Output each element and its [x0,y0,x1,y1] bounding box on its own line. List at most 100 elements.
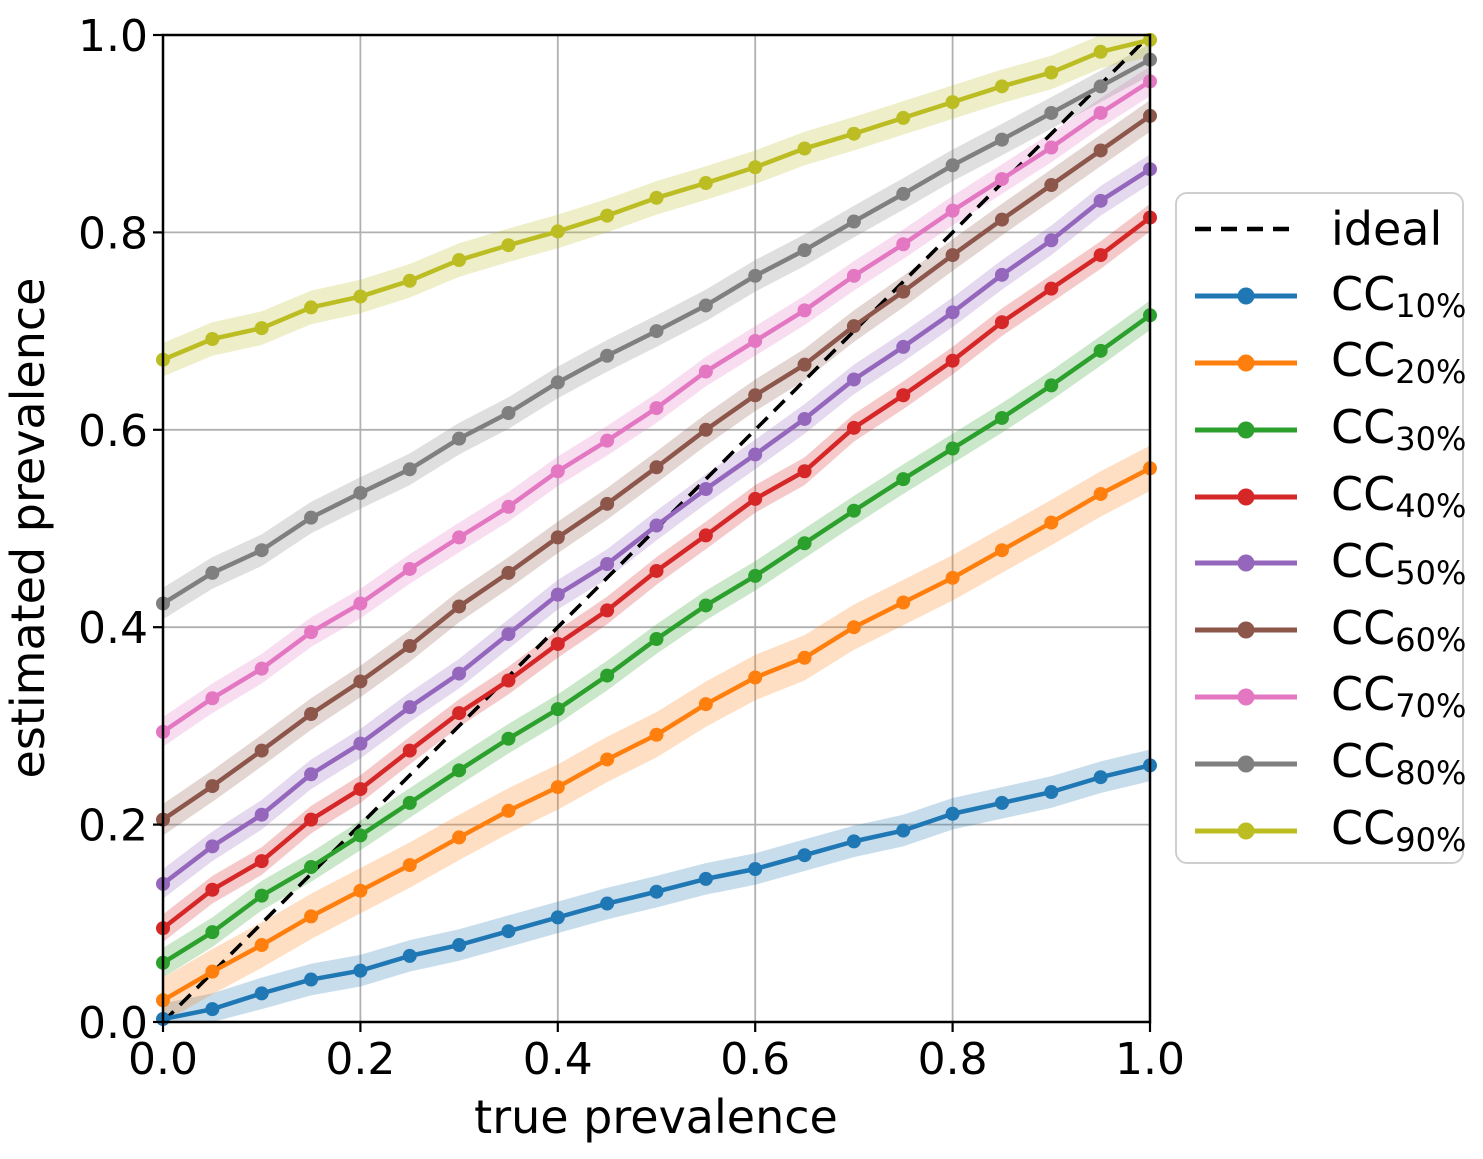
x-tick-label: 0.4 [523,1034,593,1085]
series-marker-cc-10pct [254,986,269,1001]
grid-layer [163,35,1150,1022]
legend-label-cc-90pct: CC90% [1331,801,1467,860]
y-tick-label: 0.2 [78,801,148,852]
series-marker-cc-70pct [797,303,812,318]
series-marker-cc-90pct [846,126,861,141]
series-marker-cc-20pct [748,670,763,685]
series-marker-cc-90pct [896,110,911,125]
series-marker-cc-50pct [402,700,417,715]
series-marker-cc-40pct [649,563,664,578]
legend-label-cc-30pct: CC30% [1331,400,1467,459]
series-marker-cc-60pct [254,743,269,758]
series-marker-cc-90pct [1093,44,1108,59]
series-marker-cc-80pct [994,132,1009,147]
series-marker-cc-10pct [550,910,565,925]
series-marker-cc-30pct [353,828,368,843]
series-marker-cc-20pct [797,650,812,665]
x-tick-label: 0.6 [720,1034,790,1085]
series-marker-cc-40pct [698,528,713,543]
axis-layer: 0.00.0 0.2 0.2 0.4 0.4 0.6 0.6 0.8 0.8 1.0 1.0 [78,11,1185,1085]
series-marker-cc-70pct [550,464,565,479]
series-marker-cc-20pct [896,595,911,610]
series-marker-cc-20pct [698,697,713,712]
legend-item-cc-50pct: CC50% [1191,530,1466,597]
series-marker-cc-70pct [254,661,269,676]
plot-border [161,33,1152,1024]
series-marker-cc-80pct [550,375,565,390]
series-marker-cc-30pct [304,860,319,875]
legend-sample-cc-20pct [1191,351,1301,375]
series-marker-cc-40pct [353,782,368,797]
series-marker-cc-60pct [846,319,861,334]
series-marker-cc-30pct [1093,343,1108,358]
series-marker-cc-80pct [1093,79,1108,94]
series-marker-cc-40pct [994,315,1009,330]
series-marker-cc-60pct [452,599,467,614]
series-marker-cc-30pct [649,632,664,647]
legend-label-cc-10pct: CC10% [1331,266,1467,325]
legend-item-cc-10pct: CC10% [1191,263,1466,330]
series-marker-cc-70pct [501,499,516,514]
series-marker-cc-90pct [600,208,615,223]
series-marker-cc-70pct [402,561,417,576]
series-marker-cc-50pct [452,666,467,681]
series-marker-cc-60pct [994,212,1009,227]
series-marker-cc-40pct [452,706,467,721]
series-marker-cc-30pct [945,441,960,456]
legend-item-cc-30pct: CC30% [1191,396,1466,463]
series-marker-cc-10pct [1044,785,1059,800]
legend: ideal CC10% CC20% CC30% CC40% CC50% CC60% CC70%… [1175,192,1467,864]
series-marker-cc-40pct [402,743,417,758]
series-marker-cc-80pct [1044,105,1059,120]
series-marker-cc-50pct [550,587,565,602]
series-marker-cc-70pct [452,530,467,545]
series-marker-cc-10pct [304,972,319,987]
series-marker-cc-50pct [945,305,960,320]
series-marker-cc-70pct [896,237,911,252]
series-marker-cc-20pct [254,938,269,953]
series-marker-cc-60pct [550,530,565,545]
legend-sample-cc-70pct [1191,685,1301,709]
series-marker-cc-20pct [353,883,368,898]
series-marker-cc-20pct [846,620,861,635]
series-marker-cc-90pct [1044,65,1059,80]
series-marker-cc-40pct [501,673,516,688]
y-tick-label: 0.6 [78,406,148,457]
x-tick-label: 0.2 [325,1034,395,1085]
x-tick-label: 1.0 [1115,1034,1185,1085]
series-marker-cc-90pct [649,190,664,205]
series-marker-cc-80pct [452,431,467,446]
series-marker-cc-20pct [1044,515,1059,530]
series-marker-cc-60pct [748,388,763,403]
series-marker-cc-50pct [600,557,615,572]
series-marker-cc-10pct [846,834,861,849]
series-marker-cc-20pct [600,752,615,767]
series-marker-cc-60pct [896,284,911,299]
series-marker-cc-70pct [304,625,319,640]
series-marker-cc-20pct [550,780,565,795]
legend-item-cc-80pct: CC80% [1191,730,1466,797]
legend-item-ideal: ideal [1191,196,1462,263]
x-tick-label: 0.8 [918,1034,988,1085]
legend-item-cc-40pct: CC40% [1191,463,1466,530]
series-marker-cc-30pct [254,888,269,903]
series-marker-cc-60pct [698,422,713,437]
series-marker-cc-20pct [945,570,960,585]
series-marker-cc-90pct [254,321,269,336]
series-marker-cc-80pct [896,186,911,201]
series-marker-cc-40pct [205,882,220,897]
legend-item-cc-70pct: CC70% [1191,664,1466,731]
series-marker-cc-30pct [797,536,812,551]
series-marker-cc-70pct [945,203,960,218]
series-marker-cc-50pct [254,807,269,822]
series-marker-cc-50pct [1044,233,1059,248]
x-axis-label: true prevalence [474,1090,838,1144]
series-marker-cc-80pct [846,214,861,229]
series-marker-cc-90pct [748,160,763,175]
series-marker-cc-60pct [600,496,615,511]
series-marker-cc-60pct [353,674,368,689]
series-marker-cc-80pct [353,485,368,500]
series-marker-cc-40pct [748,491,763,506]
